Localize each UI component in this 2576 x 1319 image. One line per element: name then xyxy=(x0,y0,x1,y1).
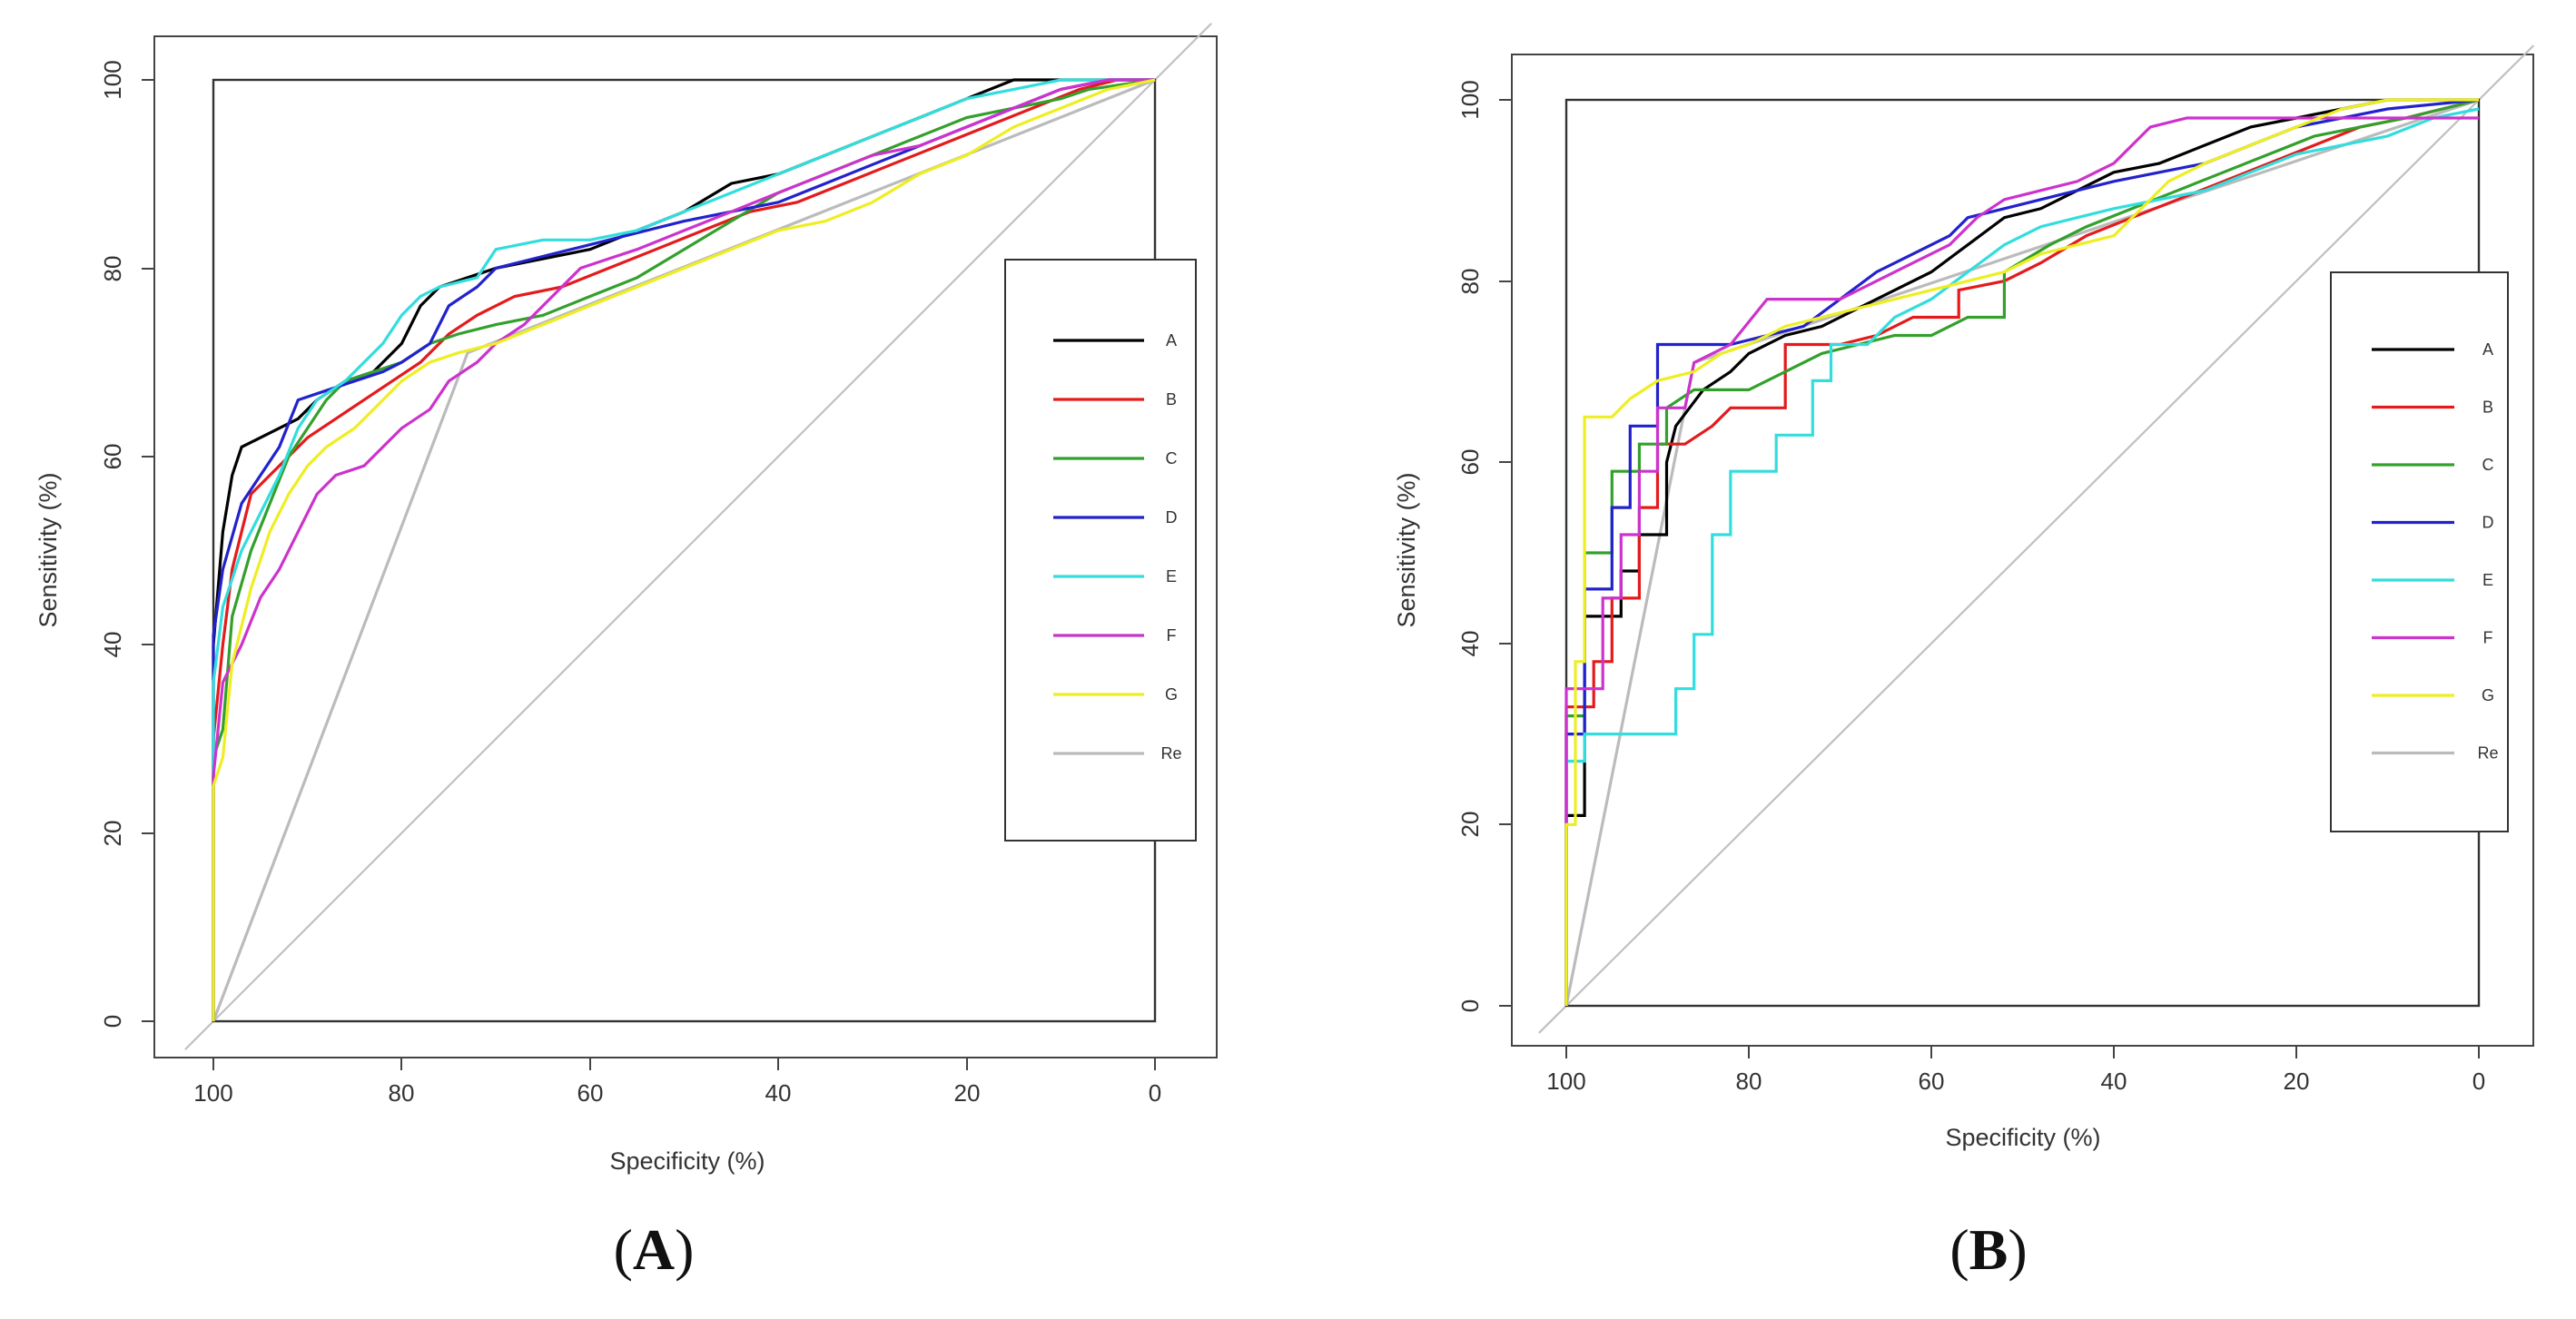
panel-b-y-tick-label: 0 xyxy=(1456,999,1484,1012)
panel-a-y-tick-label: 80 xyxy=(99,256,126,282)
panel-a-x-tick-label: 0 xyxy=(1149,1079,1161,1107)
panel-b-x-tick-label: 100 xyxy=(1546,1068,1585,1095)
panel-b-x-tick-label: 60 xyxy=(1919,1068,1945,1095)
panel-b-y-tick-label: 80 xyxy=(1456,269,1484,295)
panel-b-curve-e xyxy=(1564,107,2480,1006)
panel-a-label: (A) xyxy=(614,1217,695,1282)
panel-a-curve-f xyxy=(212,78,1155,1021)
panel-b-x-tick-label: 0 xyxy=(2472,1068,2485,1095)
panel-a-legend-label-d: D xyxy=(1166,508,1178,527)
panel-b-diagonal-line xyxy=(1538,44,2535,1034)
panel-a-legend-label-a: A xyxy=(1166,331,1177,349)
panel-a-x-tick-label: 80 xyxy=(389,1079,415,1107)
panel-a-legend-label-f: F xyxy=(1167,626,1177,645)
panel-b-legend-label-re: Re xyxy=(2477,744,2498,763)
panel-a-curve-g xyxy=(212,78,1156,1021)
panel-b-legend-label-b: B xyxy=(2482,399,2493,417)
panel-b-legend-label-g: G xyxy=(2482,686,2494,704)
panel-a-legend-label-e: E xyxy=(1166,567,1177,586)
panel-b-x-tick-label: 80 xyxy=(1736,1068,1762,1095)
panel-a-legend-box xyxy=(1004,259,1197,842)
panel-a-diagonal-line xyxy=(184,23,1212,1050)
panel-b-x-axis-title: Specificity (%) xyxy=(1945,1124,2100,1151)
panel-a-y-tick-label: 0 xyxy=(99,1015,126,1028)
panel-a-curve-c xyxy=(212,78,1156,1021)
panel-a-y-tick-label: 40 xyxy=(99,632,126,658)
panel-a-curve-e xyxy=(212,78,1155,1021)
panel-a-curve-b xyxy=(212,78,1155,1021)
panel-b: 100 80 60 40 20 0 0 20 40 60 80 100 Specificity (%) S… xyxy=(1393,44,2535,1282)
panel-a-y-tick-label: 60 xyxy=(99,444,126,470)
panel-b-y-tick-label: 40 xyxy=(1456,631,1484,657)
panel-b-y-tick-label: 60 xyxy=(1456,449,1484,476)
panel-a-y-tick-label: 100 xyxy=(99,60,126,99)
panel-b-curve-g xyxy=(1564,98,2479,1006)
panel-b-x-tick-label: 20 xyxy=(2284,1068,2310,1095)
panel-a-y-axis-title: Sensitivity (%) xyxy=(35,472,62,627)
panel-b-curve-f xyxy=(1564,116,2479,1006)
panel-a-x-tick-label: 40 xyxy=(765,1079,792,1107)
panel-b-legend-label-c: C xyxy=(2482,456,2494,474)
panel-b-legend-label-f: F xyxy=(2483,629,2493,647)
panel-b-x-tick-label: 40 xyxy=(2101,1068,2127,1095)
panel-b-legend: A B C D E F G Re xyxy=(2330,271,2509,832)
panel-a-x-axis-title: Specificity (%) xyxy=(609,1147,765,1175)
panel-a-legend-label-b: B xyxy=(1166,390,1177,408)
panel-b-legend-label-d: D xyxy=(2482,514,2494,532)
panel-b-legend-box xyxy=(2330,271,2509,832)
panel-b-curve-c xyxy=(1564,98,2480,1006)
panel-a-legend-label-g: G xyxy=(1165,685,1178,704)
panel-b-legend-label-a: A xyxy=(2482,340,2493,359)
panel-b-plot-frame xyxy=(1511,54,2534,1047)
panel-a-legend-label-c: C xyxy=(1166,449,1178,468)
panel-a-legend-label-re: Re xyxy=(1160,744,1181,763)
panel-a-x-tick-label: 60 xyxy=(577,1079,604,1107)
panel-b-legend-label-e: E xyxy=(2482,571,2493,589)
panel-a-legend: A B C D E F G Re xyxy=(1004,259,1197,842)
panel-a-plot-frame xyxy=(153,35,1218,1058)
panel-a-y-tick-label: 20 xyxy=(99,821,126,847)
panel-a-x-tick-label: 100 xyxy=(193,1079,232,1107)
panel-b-y-tick-label: 100 xyxy=(1456,80,1484,119)
panel-b-y-axis-title: Sensitivity (%) xyxy=(1393,472,1420,627)
panel-a: 100 80 60 40 20 0 0 20 40 60 80 100 Specificity (%) S… xyxy=(35,23,1218,1282)
panel-a-x-tick-label: 20 xyxy=(954,1079,981,1107)
panel-b-label: (B) xyxy=(1949,1217,2027,1282)
panel-b-y-tick-label: 20 xyxy=(1456,812,1484,838)
